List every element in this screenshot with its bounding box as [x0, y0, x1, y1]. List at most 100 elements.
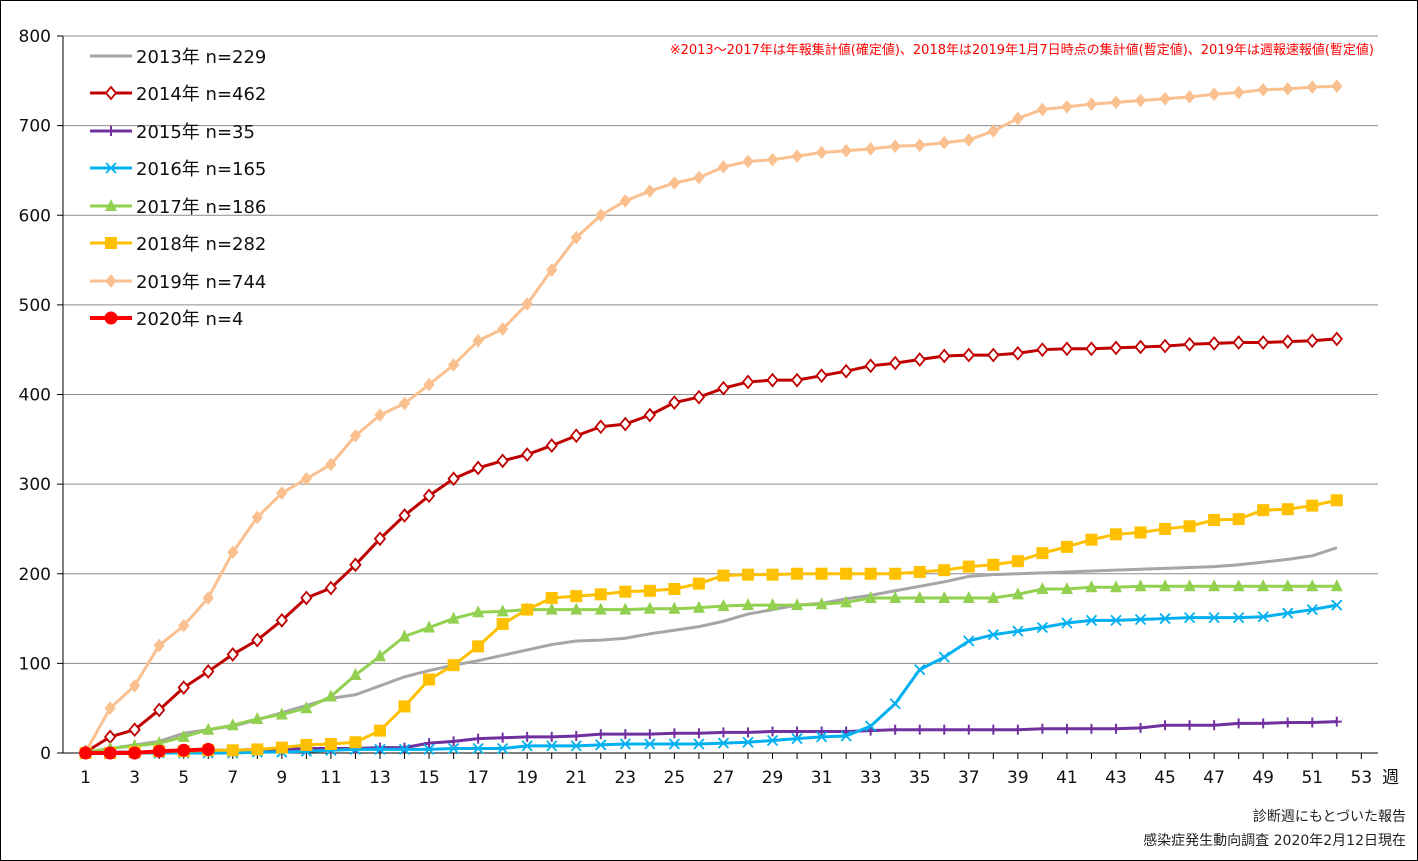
legend-item: 2014年 n=462 — [88, 75, 266, 113]
data-point — [693, 728, 704, 739]
data-point — [276, 486, 288, 500]
data-point — [1012, 625, 1024, 637]
data-point — [251, 711, 264, 724]
data-point — [717, 380, 730, 396]
y-tick-label: 800 — [19, 27, 51, 47]
x-tick-label: 51 — [1301, 768, 1323, 788]
legend-marker — [104, 311, 118, 325]
legend-marker — [105, 198, 117, 211]
data-point — [741, 568, 754, 581]
data-point — [472, 605, 485, 618]
data-point — [1331, 79, 1343, 93]
data-point — [251, 743, 264, 756]
data-point — [1331, 599, 1343, 611]
data-point — [595, 208, 607, 223]
data-point — [1037, 723, 1048, 734]
y-tick-label: 100 — [19, 654, 51, 674]
data-point — [864, 590, 877, 603]
data-point — [963, 724, 974, 735]
data-point — [790, 372, 804, 388]
series-line — [85, 584, 1337, 754]
data-point — [987, 347, 1000, 363]
data-point — [570, 428, 583, 444]
legend-item: 2015年 n=35 — [88, 112, 266, 150]
data-point — [1134, 93, 1147, 108]
data-point — [202, 722, 215, 735]
data-point — [741, 374, 755, 390]
data-point — [1085, 580, 1098, 593]
data-point — [643, 407, 657, 423]
data-point — [472, 333, 484, 348]
data-point — [103, 746, 117, 760]
x-tick-label: 47 — [1203, 768, 1225, 788]
data-point — [1233, 718, 1244, 729]
x-tick-label: 31 — [811, 768, 833, 788]
data-point — [815, 145, 828, 160]
legend-marker — [105, 237, 117, 250]
data-point — [1109, 340, 1123, 356]
data-point — [496, 453, 509, 469]
data-point — [472, 640, 485, 653]
data-point — [374, 743, 386, 756]
data-point — [840, 730, 852, 742]
legend-swatch — [90, 273, 132, 288]
legend-label: 2016年 n=165 — [136, 159, 267, 181]
data-point — [792, 726, 803, 737]
data-point — [619, 738, 631, 750]
data-point — [473, 733, 484, 744]
data-point — [1134, 613, 1147, 626]
data-point — [1109, 580, 1122, 593]
data-point — [521, 447, 534, 462]
legend-item: 2017年 n=186 — [88, 187, 266, 225]
data-point — [620, 729, 631, 740]
data-point — [1036, 581, 1049, 594]
data-point — [1282, 82, 1294, 96]
data-point — [1159, 579, 1172, 592]
footer-basis-note: 診断週にもとづいた報告 — [1252, 809, 1406, 825]
data-point — [1257, 335, 1270, 350]
data-point — [570, 740, 582, 752]
data-point — [546, 263, 558, 277]
data-point — [1183, 520, 1196, 533]
legend-item: 2018年 n=282 — [88, 225, 266, 263]
data-point — [1110, 614, 1122, 626]
data-point — [1258, 718, 1269, 729]
legend-item: 2016年 n=165 — [88, 150, 266, 188]
series-line — [85, 546, 1338, 755]
data-point — [963, 133, 975, 147]
data-point — [1282, 717, 1293, 728]
legend-label: 2015年 n=35 — [136, 121, 255, 143]
data-point — [1232, 579, 1245, 592]
data-point — [398, 743, 411, 756]
series-line — [84, 84, 1337, 753]
x-tick-label: 1 — [80, 768, 91, 788]
data-point — [644, 184, 656, 198]
data-point — [1208, 513, 1221, 526]
data-point — [300, 471, 313, 486]
legend-marker — [104, 85, 118, 101]
data-point — [546, 731, 557, 742]
data-point — [1183, 579, 1196, 592]
data-point — [962, 560, 975, 573]
data-point — [741, 598, 754, 611]
data-point — [938, 135, 950, 150]
data-point — [1060, 581, 1073, 594]
data-point — [644, 738, 656, 750]
data-point — [1011, 587, 1024, 600]
data-point — [275, 741, 288, 754]
data-point — [202, 664, 215, 679]
data-point — [669, 728, 680, 739]
data-point — [349, 557, 362, 573]
data-point — [1207, 336, 1221, 351]
legend-label: 2013年 n=229 — [136, 46, 267, 68]
legend-swatch — [90, 311, 132, 325]
data-point — [913, 352, 926, 367]
x-tick-label: 35 — [909, 768, 931, 788]
data-point — [374, 742, 385, 753]
data-point — [227, 545, 239, 560]
data-point — [1233, 85, 1245, 100]
y-tick-label: 500 — [19, 296, 51, 316]
data-point — [913, 565, 926, 578]
data-point — [522, 731, 533, 742]
data-point — [177, 743, 191, 757]
